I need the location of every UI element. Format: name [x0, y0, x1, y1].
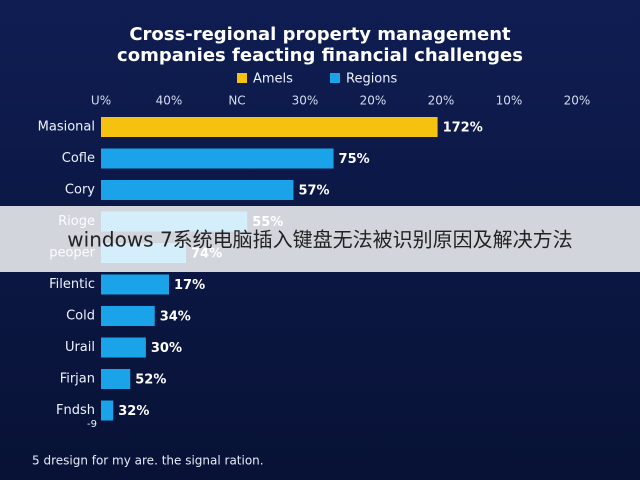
chart-subtitle: companies feacting financial challenges — [117, 45, 523, 66]
x-tick-label: 20% — [564, 94, 591, 108]
y-tick-label: Fndsh — [56, 403, 95, 418]
y-tick-label: Urail — [65, 340, 95, 355]
banner-text: windows 7系统电脑插入键盘无法被识别原因及解决方法 — [67, 228, 572, 252]
y-tick-label: Filentic — [49, 277, 95, 292]
bar — [101, 400, 114, 421]
data-label: 32% — [118, 404, 149, 419]
y-tick-label: Firjan — [60, 372, 95, 387]
bar — [101, 148, 334, 169]
y-tick-label: Cofle — [62, 151, 95, 166]
data-label: 52% — [135, 373, 166, 388]
footnote-mark: -9 — [87, 419, 97, 430]
bar — [101, 337, 146, 358]
bar — [101, 306, 155, 326]
data-label: 34% — [160, 310, 191, 325]
bar — [101, 180, 294, 200]
legend-swatch — [330, 73, 340, 83]
data-label: 75% — [339, 152, 370, 167]
y-tick-label: Cory — [65, 183, 95, 198]
legend-label: Regions — [346, 72, 398, 87]
data-label: 57% — [298, 184, 329, 199]
x-tick-label: 20% — [428, 94, 455, 108]
data-label: 30% — [151, 341, 182, 356]
x-tick-label: 10% — [496, 94, 523, 108]
bar — [101, 369, 131, 389]
footnote: 5 dresign for my are. the signal ration. — [32, 454, 264, 468]
x-tick-label: U% — [91, 94, 111, 108]
legend-swatch — [237, 73, 247, 83]
x-tick-label: 40% — [156, 94, 183, 108]
data-label: 172% — [443, 121, 483, 136]
chart-title: Cross-regional property management — [129, 24, 511, 45]
banner — [0, 206, 640, 272]
y-tick-label: Cold — [66, 309, 95, 324]
legend-label: Amels — [253, 72, 293, 87]
x-tick-label: NC — [228, 94, 245, 108]
bar — [101, 117, 438, 137]
y-tick-label: Masional — [38, 120, 95, 135]
x-tick-label: 30% — [292, 94, 319, 108]
data-label: 17% — [174, 278, 205, 293]
bar — [101, 274, 169, 295]
x-tick-label: 20% — [360, 94, 387, 108]
